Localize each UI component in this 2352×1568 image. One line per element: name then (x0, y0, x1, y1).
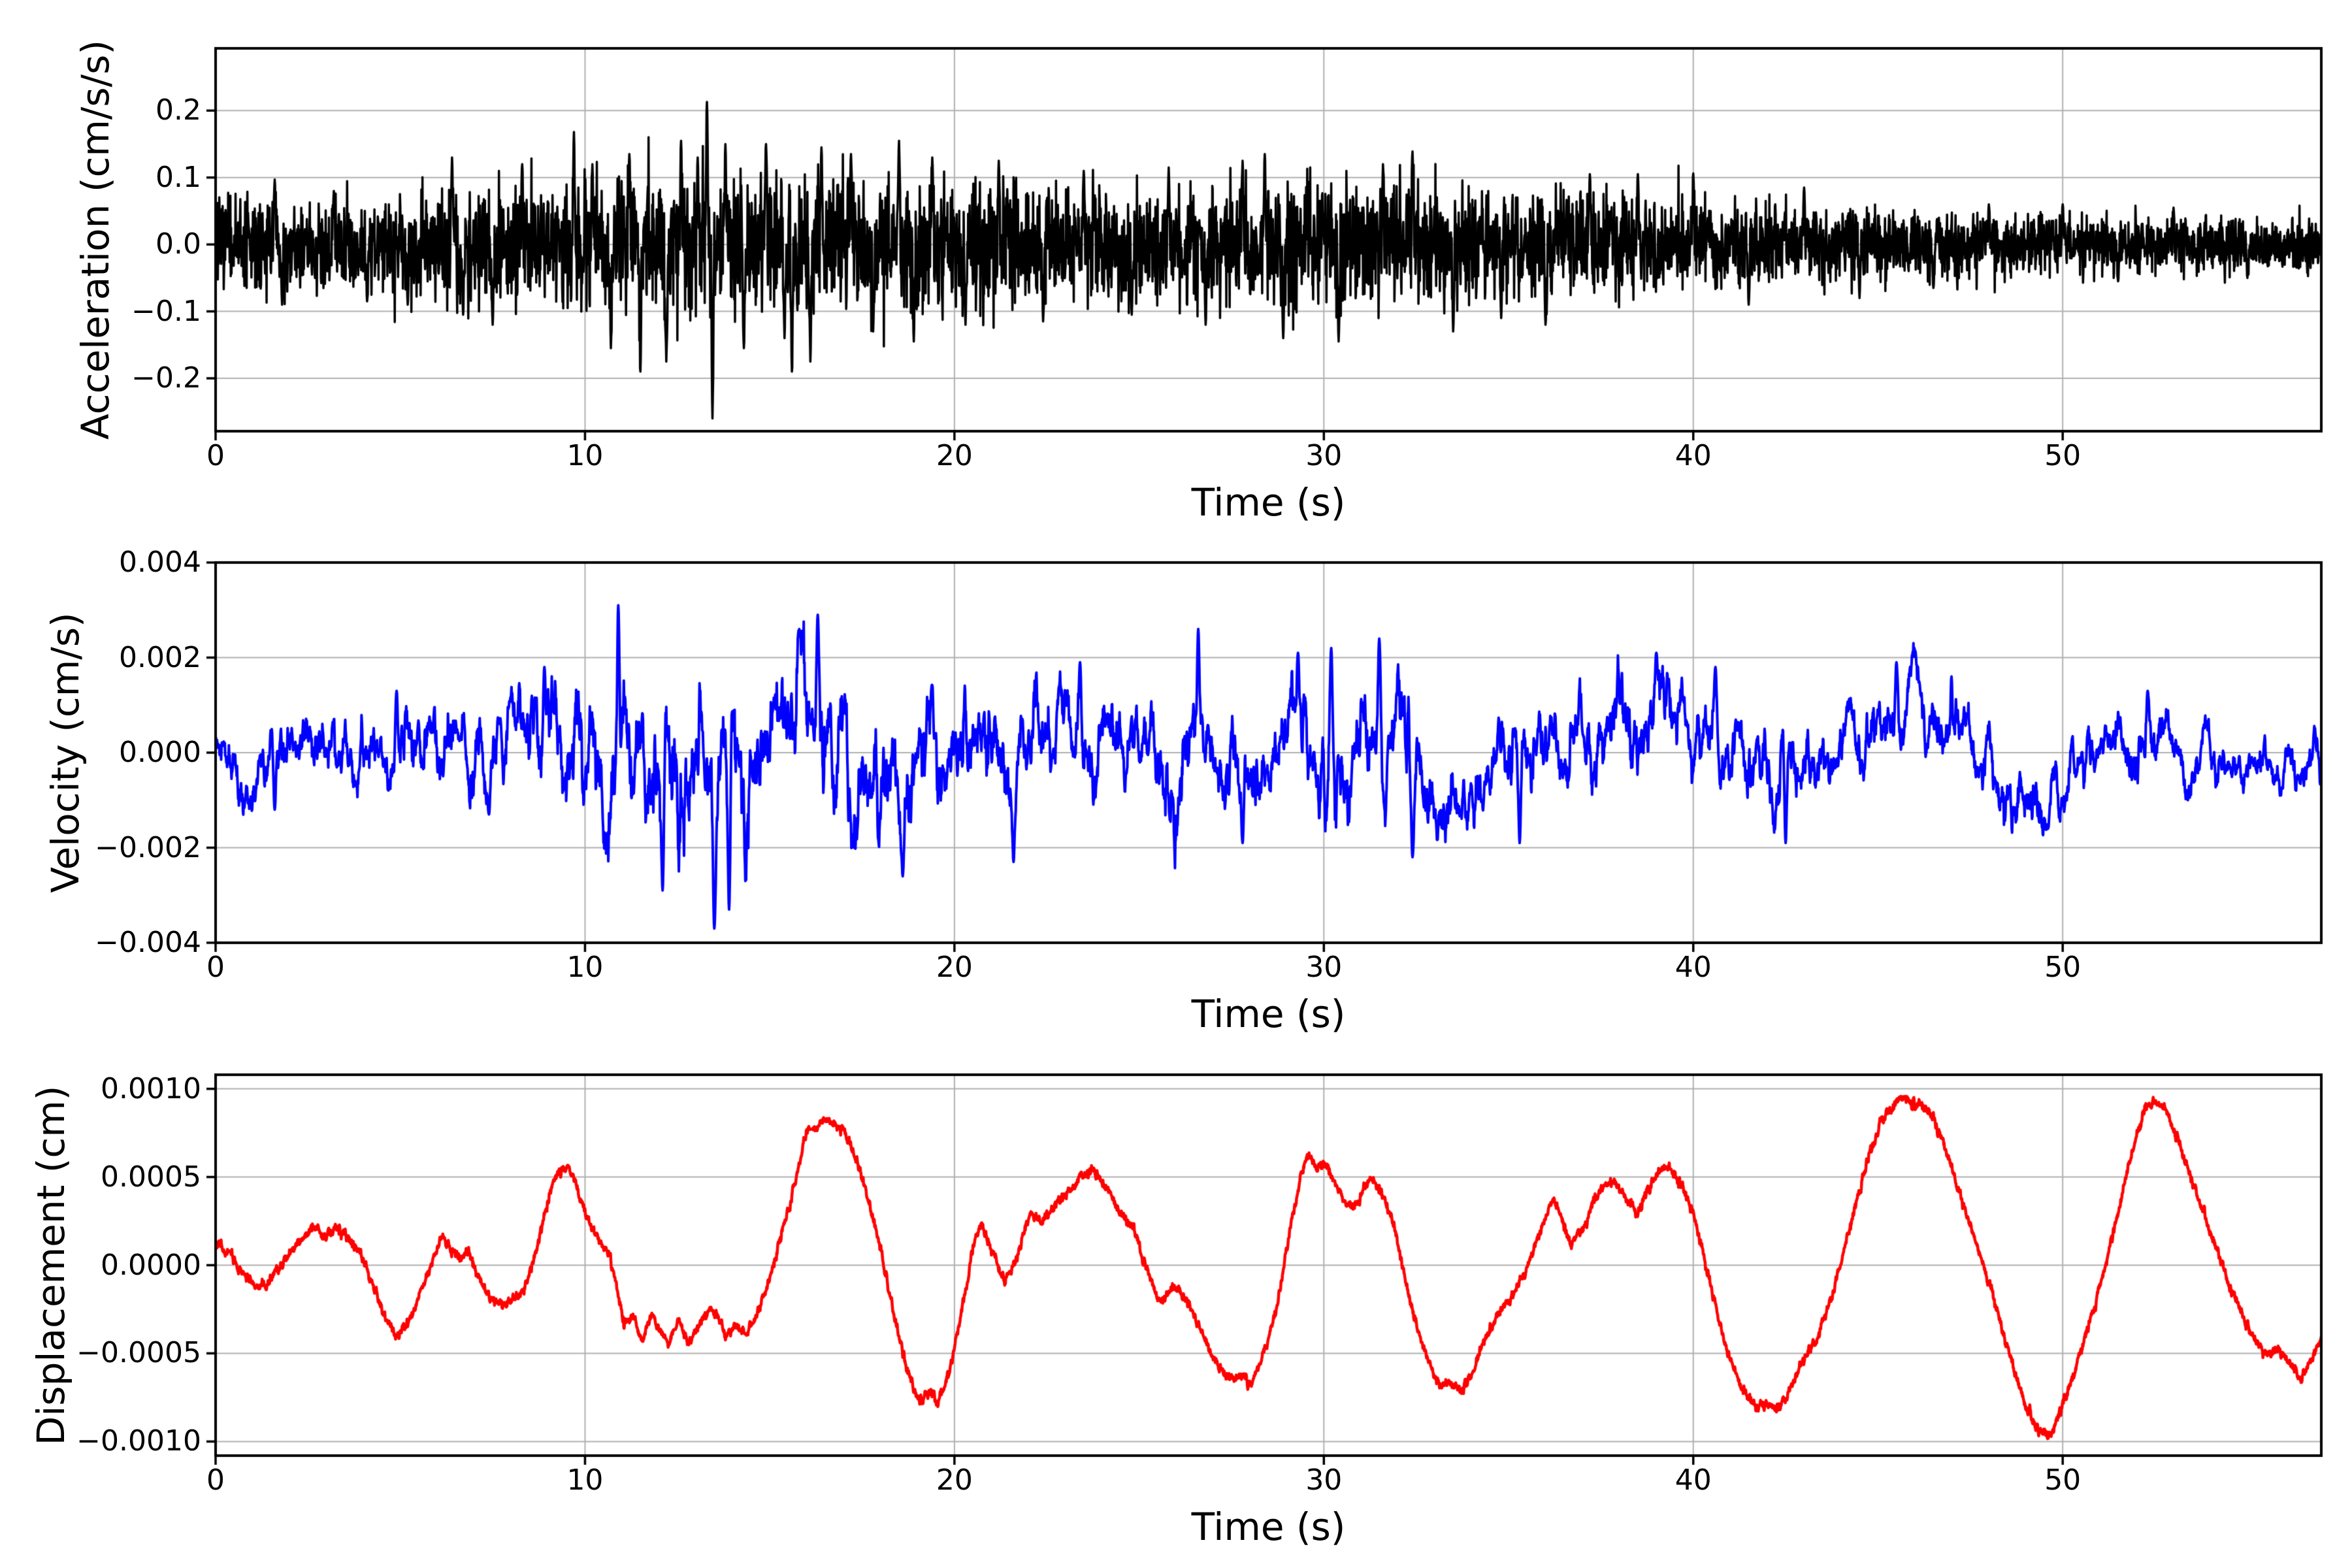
figure: Acceleration (cm/s/s) Velocity (cm/s) Di… (0, 0, 2352, 1568)
chart-canvas (0, 0, 2352, 1568)
